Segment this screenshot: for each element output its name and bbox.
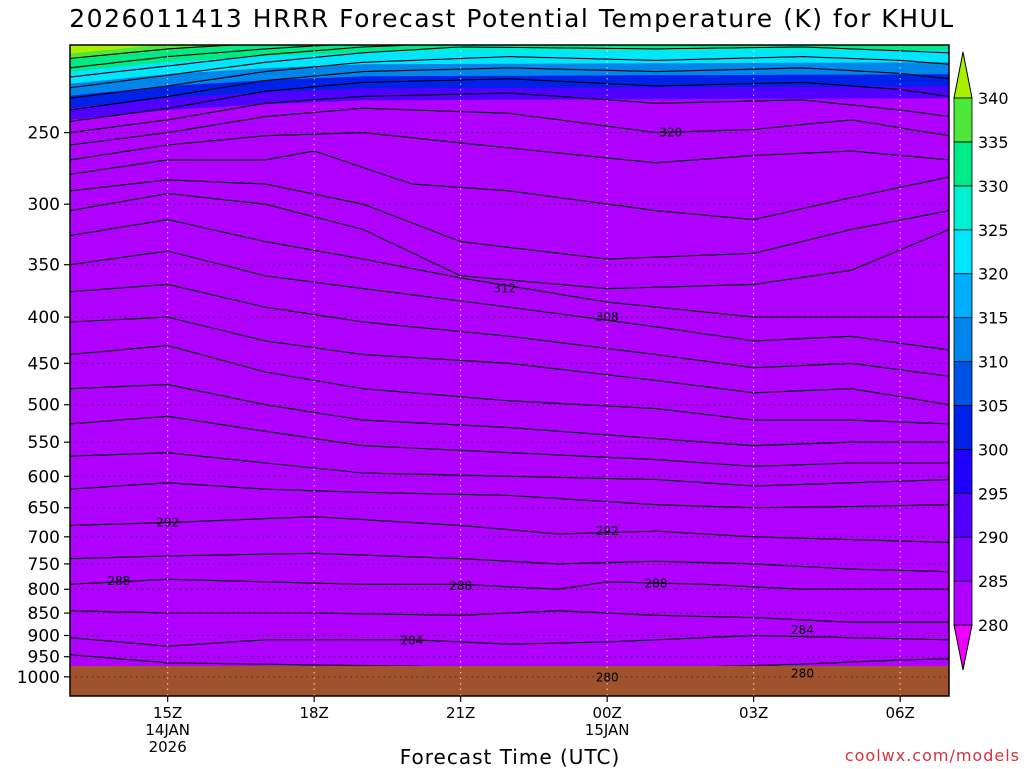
colorbar-swatch-3 [953, 448, 973, 494]
site-credit: coolwx.com/models [844, 746, 1020, 765]
isentrope-326 [70, 67, 949, 111]
isentrope-294 [70, 482, 949, 509]
y-tick-label-700: 700 [28, 528, 60, 548]
fill-band-below-285 [70, 98, 949, 696]
colorbar-swatch-0 [953, 580, 973, 626]
ground-terrain [70, 666, 949, 696]
x-axis-label: Forecast Time (UTC) [399, 745, 621, 769]
isentrope-318 [70, 132, 949, 164]
colorbar-swatch-4 [953, 405, 973, 450]
colorbar-min-arrow [953, 624, 973, 671]
colorbar-label-340: 340 [978, 89, 1009, 108]
colorbar-label-320: 320 [978, 265, 1009, 284]
isentrope-286 [70, 610, 949, 623]
colorbar-label-305: 305 [978, 396, 1009, 415]
colorbar-swatch-5 [953, 361, 973, 406]
x-tick-label-3-1: 15JAN [585, 721, 630, 739]
colorbar-max-arrow [953, 51, 973, 99]
y-tick-label-500: 500 [28, 396, 60, 416]
isentrope-298 [70, 415, 949, 467]
colorbar-label-330: 330 [978, 177, 1009, 196]
y-tick-label-900: 900 [28, 626, 60, 646]
contour-label-11: 280 [791, 667, 814, 681]
x-tick-label-2-0: 21Z [446, 704, 475, 722]
contour-label-8: 284 [400, 634, 423, 648]
isentrope-336 [70, 45, 242, 60]
chart-title: 2026011413 HRRR Forecast Potential Tempe… [69, 4, 955, 33]
contour-label-6: 288 [449, 579, 472, 593]
isentrope-322 [70, 92, 949, 134]
colorbar-label-310: 310 [978, 353, 1009, 372]
colorbar-swatch-6 [953, 317, 973, 362]
colorbar-label-285: 285 [978, 572, 1009, 591]
colorbar-label-325: 325 [978, 221, 1009, 240]
isentrope-312 [70, 193, 949, 290]
contour-label-2: 308 [596, 310, 619, 324]
contour-label-4: 292 [596, 524, 619, 538]
y-tick-label-750: 750 [28, 555, 60, 575]
colorbar-label-295: 295 [978, 484, 1009, 503]
isentrope-292 [70, 516, 949, 543]
isentrope-308 [70, 250, 949, 351]
colorbar-label-280: 280 [978, 616, 1009, 635]
y-tick-label-950: 950 [28, 648, 60, 668]
colorbar-swatch-11 [953, 97, 973, 143]
isentrope-300 [70, 384, 949, 447]
colorbar-label-315: 315 [978, 309, 1009, 328]
colorbar-swatch-2 [953, 492, 973, 538]
contour-label-1: 312 [493, 282, 516, 296]
contour-label-5: 288 [107, 574, 130, 588]
isentrope-302 [70, 344, 949, 425]
colorbar-swatch-1 [953, 536, 973, 582]
y-tick-label-1000: 1000 [17, 668, 60, 688]
colorbar-swatch-7 [953, 273, 973, 318]
colorbar-label-300: 300 [978, 440, 1009, 459]
isentrope-334 [70, 45, 340, 69]
contour-label-7: 288 [645, 576, 668, 590]
contour-label-3: 292 [156, 516, 179, 530]
x-tick-label-0-1: 14JAN [145, 721, 190, 739]
isentrope-324 [70, 78, 949, 123]
colorbar-swatch-8 [953, 229, 973, 275]
colorbar-label-335: 335 [978, 133, 1009, 152]
isentrope-314 [70, 179, 949, 260]
x-tick-label-0-2: 2026 [149, 738, 187, 756]
isentrope-306 [70, 283, 949, 377]
y-tick-label-250: 250 [28, 124, 60, 144]
isentrope-330 [70, 46, 949, 89]
isentrope-328 [70, 56, 949, 99]
y-tick-label-550: 550 [28, 433, 60, 453]
isentrope-296 [70, 452, 949, 487]
isentrope-332 [70, 45, 426, 78]
isentrope-304 [70, 316, 949, 406]
x-tick-label-1-0: 18Z [299, 704, 328, 722]
y-tick-label-350: 350 [28, 256, 60, 276]
colorbar-label-290: 290 [978, 528, 1009, 547]
isentrope-290 [70, 552, 949, 573]
plot-frame [69, 44, 950, 697]
contour-label-10: 280 [596, 671, 619, 685]
contour-label-9: 284 [791, 623, 814, 637]
x-tick-label-5-0: 06Z [885, 704, 914, 722]
isentrope-320 [70, 107, 949, 146]
x-tick-label-3-0: 00Z [592, 704, 621, 722]
isentrope-316 [70, 150, 949, 221]
y-tick-label-800: 800 [28, 580, 60, 600]
y-tick-label-400: 400 [28, 308, 60, 328]
isentrope-284 [70, 634, 949, 647]
x-tick-label-4-0: 03Z [739, 704, 768, 722]
y-tick-label-850: 850 [28, 604, 60, 624]
y-tick-label-600: 600 [28, 467, 60, 487]
y-tick-label-300: 300 [28, 195, 60, 215]
contour-label-0: 320 [659, 126, 682, 140]
colorbar-swatch-9 [953, 185, 973, 231]
y-tick-label-450: 450 [28, 354, 60, 374]
y-tick-label-650: 650 [28, 499, 60, 519]
x-tick-label-0-0: 15Z [153, 704, 182, 722]
colorbar-swatch-10 [953, 141, 973, 187]
